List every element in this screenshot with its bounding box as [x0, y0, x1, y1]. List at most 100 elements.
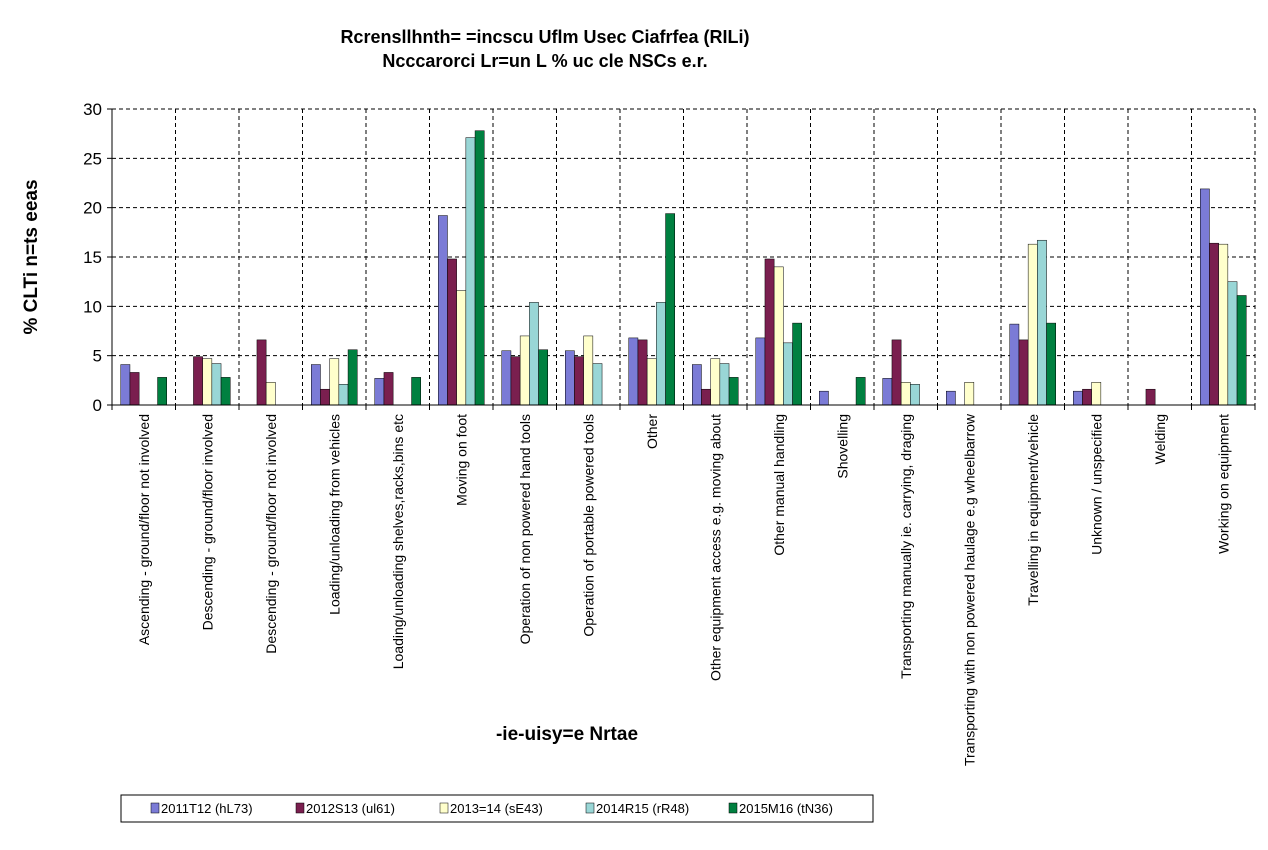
bar-series-3-category-14 [964, 382, 975, 406]
category-label: Loading/unloading shelves,racks,bins etc [390, 414, 406, 669]
bar-series-5-category-7 [538, 349, 548, 406]
bar-series-2-category-9 [637, 339, 648, 406]
legend-swatch [295, 802, 305, 814]
bar-series-3-category-6 [456, 290, 467, 406]
chart-title: Rcrensllhnth= =incscu Uflm Usec Ciafrfea… [340, 27, 749, 47]
bar-series-3-category-15 [1027, 243, 1038, 406]
legend: 2011T12 (hL73) 2012S13 (ul61) 2013=14 (sE4… [120, 794, 874, 823]
y-tick-labels: 0 5 10 15 20 25 30 [83, 100, 102, 415]
bar-series-1-category-8 [565, 350, 575, 406]
y-tick-label: 25 [83, 149, 102, 168]
bar-series-3-category-18 [1218, 243, 1229, 406]
bar-series-4-category-18 [1227, 281, 1238, 406]
gridlines [112, 108, 1256, 405]
category-label: Loading/unloading from vehicles [326, 414, 342, 615]
bar-series-5-category-1 [157, 377, 168, 406]
bar-series-4-category-13 [910, 384, 920, 406]
category-labels: Ascending - ground/floor not involved Des… [136, 413, 1232, 766]
legend-swatch [439, 802, 449, 814]
y-tick-label: 30 [83, 100, 102, 119]
chart-subtitle: Ncccarorci Lr=un L % uc cle NSCs e.r. [382, 51, 707, 71]
legend-swatch [150, 802, 160, 814]
category-label: Welding [1152, 414, 1168, 464]
bar-series-2-category-17 [1145, 388, 1156, 406]
bar-series-5-category-6 [474, 130, 485, 406]
bar-series-3-category-7 [519, 335, 530, 406]
category-label: Transporting with non powered haulage e.… [961, 413, 977, 766]
bar-series-1-category-14 [946, 390, 956, 406]
bar-series-1-category-13 [882, 378, 893, 406]
bar-series-1-category-4 [311, 364, 321, 406]
bar-series-5-category-2 [220, 377, 231, 406]
legend-swatch [585, 802, 595, 814]
bar-series-3-category-11 [773, 266, 784, 406]
bar-series-2-category-8 [574, 356, 584, 406]
bar-series-1-category-5 [374, 378, 385, 406]
bar-series-4-category-15 [1037, 239, 1047, 406]
category-label: Transporting manually ie. carrying, drag… [898, 414, 914, 679]
bar-series-5-category-5 [411, 377, 421, 406]
y-axis-title: % CLTi n=ts eeas [21, 179, 42, 334]
bar-series-3-category-13 [900, 382, 911, 406]
bar-series-4-category-8 [592, 363, 603, 406]
bar-series-3-category-8 [583, 335, 594, 406]
bar-series-4-category-9 [656, 302, 666, 406]
legend-label: 2014R15 (rR48) [596, 801, 689, 816]
bar-series-2-category-6 [447, 258, 457, 406]
category-label: Working on equipment [1215, 414, 1231, 554]
y-tick-label: 5 [93, 347, 102, 366]
bar-series-2-category-2 [193, 356, 203, 406]
axes [107, 108, 1256, 410]
bar-series-1-category-9 [628, 337, 639, 406]
bar-series-2-category-11 [764, 258, 775, 406]
category-label: Travelling in equipment/vehicle [1025, 414, 1041, 606]
bar-series-2-category-3 [256, 339, 267, 406]
category-label: Shovelling [834, 414, 850, 479]
bars [120, 130, 1247, 406]
legend-swatch [728, 802, 738, 814]
bar-series-4-category-2 [211, 363, 222, 406]
bar-series-5-category-18 [1236, 295, 1247, 406]
bar-series-1-category-7 [501, 350, 512, 406]
bar-series-1-category-15 [1009, 323, 1020, 406]
bar-series-2-category-13 [891, 339, 902, 406]
bar-series-5-category-4 [347, 349, 358, 406]
bar-series-3-category-3 [265, 382, 276, 406]
bar-series-3-category-16 [1091, 382, 1102, 406]
bar-series-5-category-15 [1046, 322, 1057, 406]
bar-series-4-category-10 [719, 363, 730, 406]
category-label: Moving on foot [453, 414, 469, 506]
bar-series-2-category-5 [383, 372, 394, 406]
category-label: Other [644, 414, 660, 449]
bar-series-1-category-12 [819, 390, 829, 406]
bar-series-5-category-9 [665, 213, 675, 406]
bar-series-4-category-6 [465, 137, 476, 406]
bar-series-4-category-11 [783, 342, 793, 406]
bar-series-3-category-9 [646, 358, 657, 406]
bar-series-3-category-10 [710, 358, 721, 406]
y-tick-label: 15 [83, 248, 102, 267]
bar-series-3-category-2 [202, 358, 213, 406]
bar-series-1-category-10 [692, 364, 702, 406]
bar-series-4-category-7 [529, 302, 539, 406]
category-label: Descending - ground/floor involved [199, 414, 215, 630]
bar-series-2-category-4 [320, 388, 330, 406]
category-label: Ascending - ground/floor not involved [136, 414, 152, 645]
bar-series-1-category-11 [755, 337, 766, 406]
bar-series-2-category-1 [129, 372, 140, 406]
bar-series-1-category-6 [438, 215, 448, 406]
bar-series-3-category-4 [329, 358, 340, 406]
category-label: Operation of non powered hand tools [517, 414, 533, 644]
y-tick-label: 20 [83, 199, 102, 218]
category-label: Descending - ground/floor not involved [263, 414, 279, 654]
category-label: Other manual handling [771, 414, 787, 556]
legend-label: 2012S13 (ul61) [306, 801, 395, 816]
legend-label: 2013=14 (sE43) [450, 801, 543, 816]
y-tick-label: 10 [83, 297, 102, 316]
bar-series-2-category-7 [510, 356, 521, 406]
bar-series-2-category-15 [1018, 339, 1029, 406]
bar-series-5-category-11 [792, 322, 802, 406]
legend-box [120, 794, 874, 823]
legend-label: 2011T12 (hL73) [161, 801, 253, 816]
